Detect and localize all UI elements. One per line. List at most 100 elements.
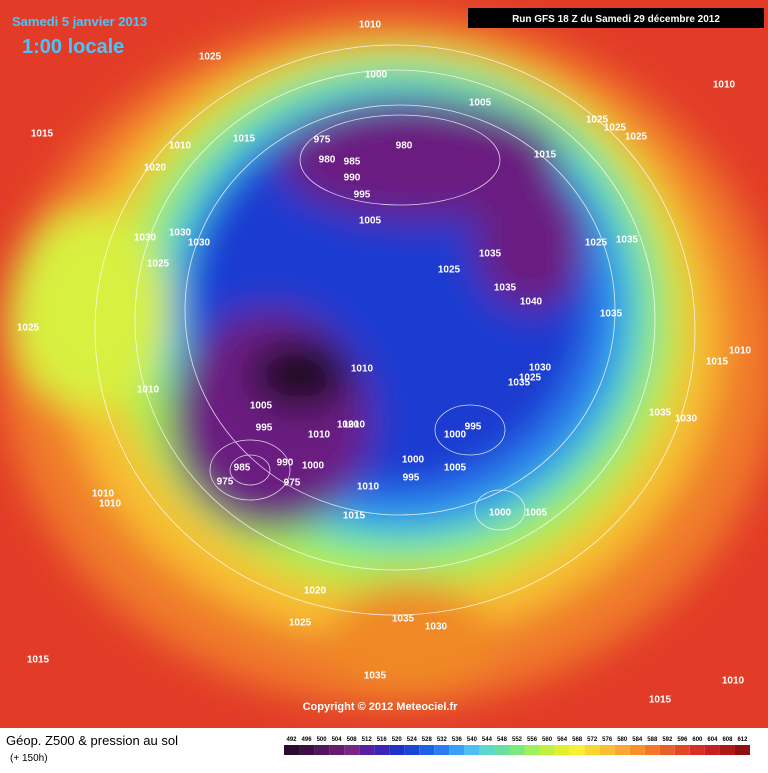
- run-box: [468, 8, 764, 28]
- isobar-label: 995: [465, 422, 482, 433]
- isobar-label: 1010: [357, 482, 380, 493]
- colorbar-swatch: [464, 745, 480, 755]
- isobar-label: 980: [319, 155, 336, 166]
- isobar-label: 1015: [649, 695, 672, 706]
- footer-title: Géop. Z500 & pression au sol: [6, 733, 178, 748]
- isobar-label: 1035: [616, 235, 639, 246]
- isobar-label: 1000: [489, 508, 512, 519]
- isobar-label: 1035: [494, 283, 517, 294]
- forecast-time: 1:00 locale: [22, 36, 124, 58]
- colorbar-swatch: [509, 745, 525, 755]
- isobar-label: 1005: [525, 508, 548, 519]
- isobar-label: 1005: [469, 98, 492, 109]
- colorbar: 492 496 500 504 508 512 516 520 524 528 532 536 540 5…: [284, 737, 750, 755]
- colorbar-swatch: [584, 745, 600, 755]
- isobar-label: 1010: [92, 489, 115, 500]
- colorbar-swatch: [674, 745, 690, 755]
- colorbar-label: 500: [317, 737, 328, 743]
- isobar-label: 1025: [147, 259, 170, 270]
- isobar-label: 1030: [169, 228, 192, 239]
- isobar-label: 1010: [343, 420, 366, 431]
- isobar-label: 1015: [706, 357, 729, 368]
- colorbar-swatch: [569, 745, 585, 755]
- isobar-label: 1000: [402, 455, 425, 466]
- isobar-label: 1030: [425, 622, 448, 633]
- colorbar-swatch: [599, 745, 615, 755]
- colorbar-label: 496: [302, 737, 313, 743]
- isobar-label: 1000: [444, 430, 467, 441]
- colorbar-swatch: [704, 745, 720, 755]
- colorbar-swatch: [479, 745, 495, 755]
- field: [0, 0, 768, 728]
- colorbar-swatch: [449, 745, 465, 755]
- isobar-label: 1015: [31, 129, 54, 140]
- colorbar-label: 584: [632, 737, 643, 743]
- colorbar-label: 524: [407, 737, 418, 743]
- colorbar-label: 612: [737, 737, 748, 743]
- colorbar-swatch: [734, 745, 750, 755]
- isobar-label: 985: [234, 463, 251, 474]
- isobar-label: 1010: [169, 141, 192, 152]
- colorbar-label: 564: [557, 737, 568, 743]
- colorbar-label: 592: [662, 737, 673, 743]
- isobar-label: 990: [344, 173, 361, 184]
- isobar-label: 1005: [250, 401, 273, 412]
- colorbar-swatch: [284, 745, 300, 755]
- isobar-label: 1015: [233, 134, 256, 145]
- colorbar-label: 568: [572, 737, 583, 743]
- isobar-label: 1035: [508, 378, 531, 389]
- colorbar-swatch: [614, 745, 630, 755]
- colorbar-label: 560: [542, 737, 553, 743]
- isobar-label: 975: [217, 477, 234, 488]
- colorbar-label: 540: [467, 737, 478, 743]
- isobar-label: 1035: [479, 249, 502, 260]
- isobar-label: 990: [277, 458, 294, 469]
- isobar-label: 1030: [134, 233, 157, 244]
- isobar-label: 1000: [365, 70, 388, 81]
- isobar-label: 985: [344, 157, 361, 168]
- isobar-label: 995: [403, 473, 420, 484]
- isobar-label: 1035: [600, 309, 623, 320]
- colorbar-swatch: [389, 745, 405, 755]
- isobar-label: 1010: [137, 385, 160, 396]
- colorbar-label: 512: [362, 737, 373, 743]
- colorbar-swatch: [494, 745, 510, 755]
- isobar-label: 1025: [289, 618, 312, 629]
- colorbar-label: 576: [602, 737, 613, 743]
- copyright: Copyright © 2012 Meteociel.fr: [303, 701, 459, 713]
- colorbar-label: 536: [452, 737, 463, 743]
- colorbar-label: 548: [497, 737, 508, 743]
- colorbar-swatch: [554, 745, 570, 755]
- colorbar-swatch: [539, 745, 555, 755]
- colorbar-label: 556: [527, 737, 538, 743]
- colorbar-swatch: [344, 745, 360, 755]
- colorbar-swatch: [629, 745, 645, 755]
- colorbar-label: 516: [377, 737, 388, 743]
- colorbar-swatch: [524, 745, 540, 755]
- isobar-label: 1035: [364, 671, 387, 682]
- isobar-label: 1000: [302, 461, 325, 472]
- isobar-label: 1025: [519, 373, 542, 384]
- colorbar-label: 580: [617, 737, 628, 743]
- isobar-label: 1040: [520, 297, 543, 308]
- colorbar-label: 572: [587, 737, 598, 743]
- isobar-label: 1025: [586, 115, 609, 126]
- colorbar-label: 596: [677, 737, 688, 743]
- isobar-label: 1015: [534, 150, 557, 161]
- colorbar-swatch: [374, 745, 390, 755]
- colorbar-label: 492: [287, 737, 298, 743]
- colorbar-swatch: [434, 745, 450, 755]
- colorbar-label: 588: [647, 737, 658, 743]
- colorbar-label: 532: [437, 737, 448, 743]
- colorbar-swatch: [314, 745, 330, 755]
- isobar-label: 1020: [144, 163, 167, 174]
- colorbar-label: 508: [347, 737, 358, 743]
- isobar-label: 1010: [729, 346, 752, 357]
- isobar-label: 1025: [438, 265, 461, 276]
- isobar-label: 1025: [604, 123, 627, 134]
- isobar-label: 975: [314, 135, 331, 146]
- isobar-label: 1030: [675, 414, 698, 425]
- colorbar-swatch: [299, 745, 315, 755]
